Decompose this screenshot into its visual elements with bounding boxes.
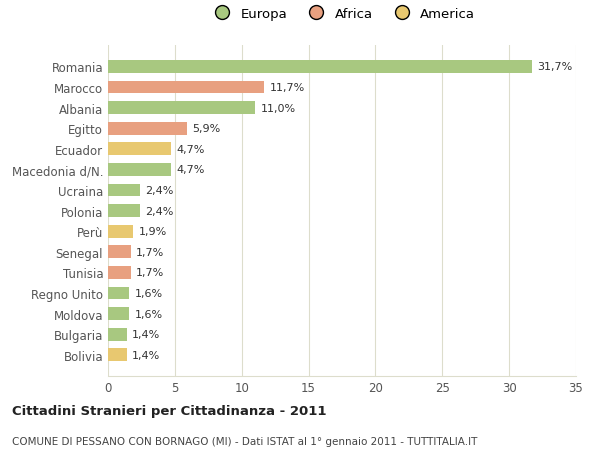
Text: COMUNE DI PESSANO CON BORNAGO (MI) - Dati ISTAT al 1° gennaio 2011 - TUTTITALIA.: COMUNE DI PESSANO CON BORNAGO (MI) - Dat… xyxy=(12,436,478,446)
Bar xyxy=(108,102,255,115)
Text: 1,7%: 1,7% xyxy=(136,268,164,278)
Text: 1,4%: 1,4% xyxy=(132,330,160,339)
Bar xyxy=(108,123,187,135)
Bar xyxy=(108,246,131,258)
Bar xyxy=(108,61,532,73)
Text: Cittadini Stranieri per Cittadinanza - 2011: Cittadini Stranieri per Cittadinanza - 2… xyxy=(12,404,326,417)
Text: 4,7%: 4,7% xyxy=(176,145,205,155)
Text: 1,9%: 1,9% xyxy=(139,227,167,237)
Bar xyxy=(108,266,131,279)
Bar xyxy=(108,184,140,197)
Text: 4,7%: 4,7% xyxy=(176,165,205,175)
Bar xyxy=(108,328,127,341)
Legend: Europa, Africa, America: Europa, Africa, America xyxy=(203,3,481,26)
Bar xyxy=(108,308,130,320)
Text: 2,4%: 2,4% xyxy=(145,206,174,216)
Bar xyxy=(108,205,140,218)
Bar xyxy=(108,164,171,176)
Bar xyxy=(108,143,171,156)
Text: 1,7%: 1,7% xyxy=(136,247,164,257)
Text: 31,7%: 31,7% xyxy=(537,62,572,72)
Text: 11,7%: 11,7% xyxy=(270,83,305,93)
Text: 1,6%: 1,6% xyxy=(135,288,163,298)
Text: 11,0%: 11,0% xyxy=(260,103,296,113)
Bar xyxy=(108,287,130,300)
Text: 1,4%: 1,4% xyxy=(132,350,160,360)
Bar xyxy=(108,81,265,94)
Text: 1,6%: 1,6% xyxy=(135,309,163,319)
Bar xyxy=(108,225,133,238)
Text: 5,9%: 5,9% xyxy=(192,124,220,134)
Text: 2,4%: 2,4% xyxy=(145,185,174,196)
Bar xyxy=(108,349,127,361)
